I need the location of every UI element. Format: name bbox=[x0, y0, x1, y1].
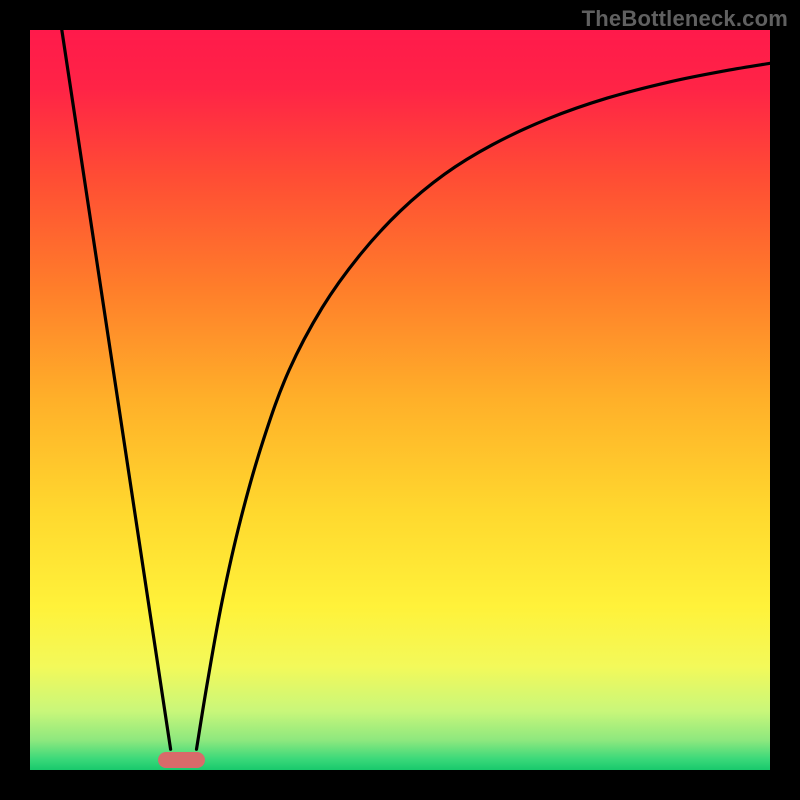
plot-background-gradient bbox=[30, 30, 770, 770]
watermark-text: TheBottleneck.com bbox=[582, 6, 788, 32]
bottleneck-marker bbox=[158, 752, 205, 768]
plot-panel bbox=[30, 30, 770, 770]
chart-outer-frame: TheBottleneck.com bbox=[0, 0, 800, 800]
